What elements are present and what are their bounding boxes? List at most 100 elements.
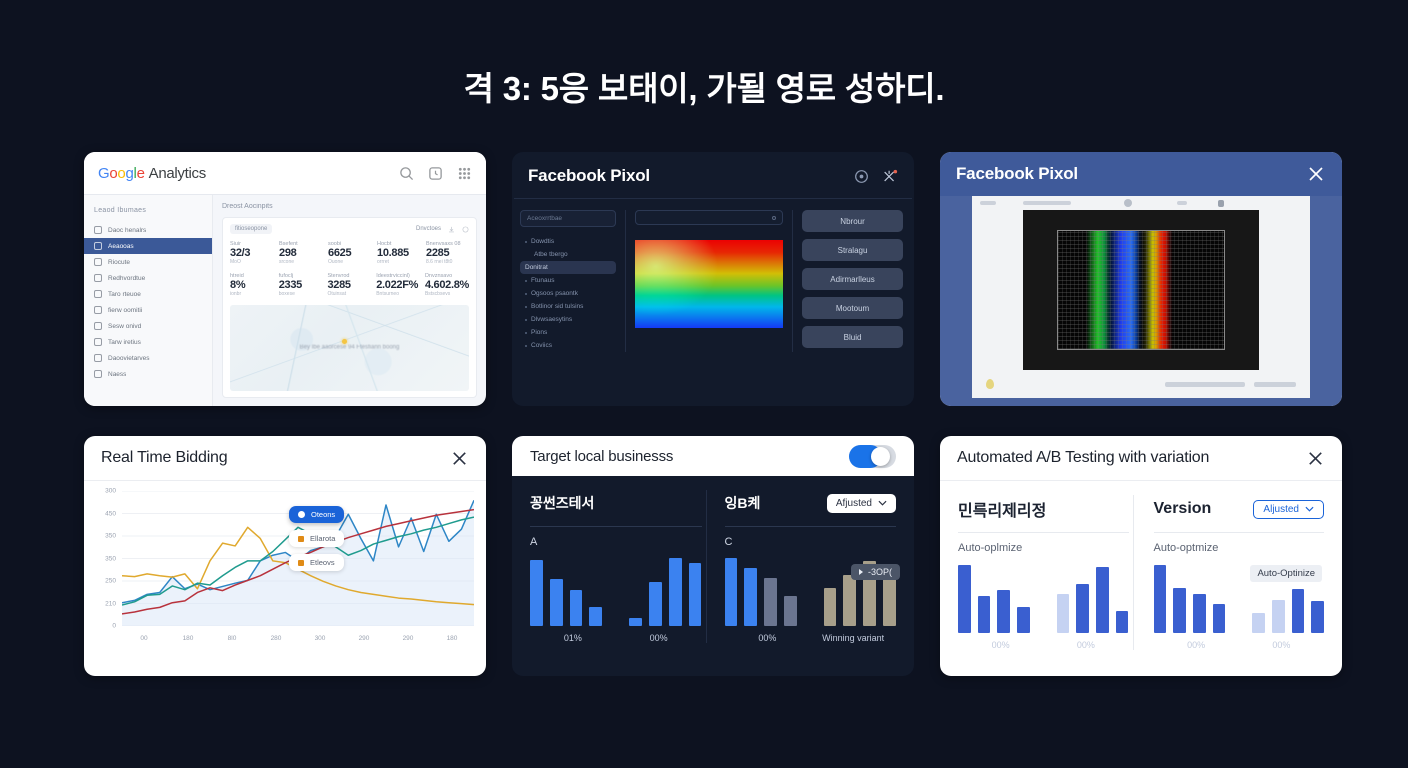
logo-letter: G bbox=[98, 164, 110, 182]
rtb-x-tick: 8l0 bbox=[227, 635, 237, 642]
search-icon[interactable] bbox=[399, 166, 414, 181]
rtb-x-tick: 290 bbox=[402, 635, 414, 642]
ga-sidebar-title: Leaod Ibumaes bbox=[94, 207, 147, 214]
close-icon[interactable] bbox=[1306, 449, 1325, 468]
history-icon[interactable] bbox=[428, 166, 443, 181]
ga-stat: Bnenvsaxs 08 2285 8.6 rnei t8t0 bbox=[426, 241, 469, 265]
footer-blobs bbox=[1165, 381, 1296, 387]
ga-sidebar-nav: Daoc henalrs Aeaooas Riocute Redhvordtue Tar… bbox=[84, 222, 212, 382]
bullet-icon bbox=[525, 279, 527, 282]
cards-row-top: Google Analytics Leaod Ibumaes Daoc henal… bbox=[84, 152, 1342, 406]
legend-marker bbox=[298, 511, 305, 518]
ga-sidebar-item[interactable]: Sesw onivd bbox=[84, 318, 212, 334]
fb-list-item[interactable]: Botlinor sid tulsins bbox=[520, 300, 616, 313]
fb-list-item[interactable]: Ogsoos psaontk bbox=[520, 287, 616, 300]
fb-action-button[interactable]: Stralagu bbox=[802, 239, 903, 261]
ga-sidebar-item[interactable]: Daoovietarves bbox=[84, 350, 212, 366]
bar-x-label: 00% bbox=[1076, 640, 1095, 650]
magic-wand-icon[interactable] bbox=[882, 169, 898, 184]
ga-sidebar-item[interactable]: Taro rteuoe bbox=[84, 286, 212, 302]
bar bbox=[997, 589, 1011, 633]
play-icon bbox=[858, 569, 863, 575]
fb-list-item[interactable]: Ftunaus bbox=[520, 274, 616, 287]
ga-map[interactable]: Bey Ibe aaorcese 94 Ftesfiann boong bbox=[230, 305, 469, 391]
fb-search-input[interactable]: Aceoxrrtbae bbox=[520, 210, 617, 227]
stat-sub: Otuinsat bbox=[327, 291, 347, 297]
fb-list-item-label: Coviics bbox=[531, 342, 552, 349]
fb-heatmap[interactable] bbox=[635, 240, 784, 328]
help-icon[interactable] bbox=[462, 226, 469, 233]
rtb-legend-item[interactable]: Ellarota bbox=[289, 530, 345, 547]
card-facebook-pixel[interactable]: Facebook Pixol Aceoxrrtbae Dowdtis Atbe t… bbox=[512, 152, 914, 406]
dropdown-label: Afjusted bbox=[835, 497, 872, 509]
ga-report-chip[interactable]: fitioseopone bbox=[230, 224, 273, 234]
topbar-dot bbox=[1124, 199, 1132, 207]
ab-adjusted-dropdown[interactable]: Aljusted bbox=[1253, 499, 1324, 519]
fb-action-button[interactable]: Bluid bbox=[802, 326, 903, 348]
fb-list-item[interactable]: Coviics bbox=[520, 339, 616, 352]
bar bbox=[724, 558, 738, 626]
ab-right-xlabels: 00% 00% bbox=[1154, 640, 1325, 650]
ab-right-bars: Auto-Optinize bbox=[1153, 563, 1325, 633]
target-right-bars: -3OP( bbox=[724, 556, 900, 626]
apps-icon[interactable] bbox=[457, 166, 472, 181]
bar bbox=[843, 574, 857, 626]
card-facebook-pixel-modal[interactable]: Facebook Pixol bbox=[940, 152, 1342, 406]
nav-icon bbox=[94, 338, 102, 346]
bar bbox=[977, 595, 991, 633]
fb-list-item[interactable]: Dlvwsaesytins bbox=[520, 313, 616, 326]
card-real-time-bidding[interactable]: Real Time Bidding 300 450 350 350 250 210 0 00… bbox=[84, 436, 486, 676]
bar bbox=[668, 558, 682, 626]
card-target-local-business[interactable]: Target local businesss 꽁썬즈테서 A 01% 00% bbox=[512, 436, 914, 676]
rtb-legend: Oteons Ellarota Etleovs bbox=[289, 506, 345, 571]
target-toggle-row[interactable]: Target local businesss bbox=[512, 436, 914, 476]
ga-sidebar-item[interactable]: Redhvordtue bbox=[84, 270, 212, 286]
fb-action-button[interactable]: Nbrour bbox=[802, 210, 903, 232]
stat-sub: Bstscbsevs bbox=[424, 291, 451, 297]
fb-action-button[interactable]: Adirmarlleus bbox=[802, 268, 903, 290]
close-icon[interactable] bbox=[450, 449, 469, 468]
download-icon[interactable] bbox=[448, 226, 455, 233]
ga-sidebar-item[interactable]: fierw oomitii bbox=[84, 302, 212, 318]
ga-sidebar-item[interactable]: Daoc henalrs bbox=[84, 222, 212, 238]
info-icon[interactable] bbox=[854, 169, 869, 184]
rtb-legend-item[interactable]: Etleovs bbox=[289, 554, 345, 571]
ga-sidebar-item[interactable]: Tarw iretius bbox=[84, 334, 212, 350]
fb-list-item[interactable]: Dowdtis bbox=[520, 235, 616, 248]
ga-sidebar-item[interactable]: Naess bbox=[84, 366, 212, 382]
fb-list-item[interactable]: Donitrat bbox=[520, 261, 617, 274]
fb-body: Aceoxrrtbae Dowdtis Atbe tbergo Donitrat Ft… bbox=[512, 199, 914, 352]
card-google-analytics[interactable]: Google Analytics Leaod Ibumaes Daoc henal… bbox=[84, 152, 486, 406]
rtb-legend-item[interactable]: Oteons bbox=[289, 506, 345, 523]
close-icon[interactable] bbox=[1306, 164, 1326, 184]
bar bbox=[783, 596, 797, 626]
fb-list-item[interactable]: Pions bbox=[520, 326, 616, 339]
stat-sub: orrret bbox=[377, 259, 389, 265]
ab-left-xlabels: 00% 00% bbox=[958, 640, 1129, 650]
rtb-y-tick: 0 bbox=[112, 622, 116, 630]
fb-toolbar[interactable] bbox=[635, 210, 784, 225]
legend-marker bbox=[298, 559, 304, 566]
card-ab-testing[interactable]: Automated A/B Testing with variation 민륵리… bbox=[940, 436, 1342, 676]
ga-stat: Stenvrod 3285 Otuinsat bbox=[327, 273, 370, 297]
fb-list-item[interactable]: Atbe tbergo bbox=[520, 248, 616, 261]
ab-left-bars bbox=[958, 563, 1129, 633]
target-left-sub: A bbox=[530, 536, 538, 548]
stat-value: 2285 bbox=[426, 247, 450, 259]
fb-action-button[interactable]: Mootoum bbox=[802, 297, 903, 319]
ga-sidebar-item-label: Sesw onivd bbox=[108, 322, 142, 330]
ab-title: Automated A/B Testing with variation bbox=[957, 449, 1210, 466]
target-toggle-switch[interactable] bbox=[849, 444, 896, 468]
target-right-column: 잉B켸 Afjusted C -3OP( 00% Wi bbox=[705, 490, 900, 643]
ga-sidebar-item[interactable]: Aeaooas bbox=[84, 238, 212, 254]
bar-x-label: 00% bbox=[758, 633, 777, 643]
ga-stat: Hocbt 10.885 orrret bbox=[377, 241, 420, 265]
ga-panel-actions[interactable]: Dnvctoes bbox=[416, 226, 469, 233]
logo-word: Analytics bbox=[148, 164, 207, 182]
stat-value: 4.602.8% bbox=[424, 279, 470, 291]
ga-sidebar-item[interactable]: Riocute bbox=[84, 254, 212, 270]
ga-map-label: Bey Ibe aaorcese 94 Ftesfiann boong bbox=[299, 344, 400, 351]
ga-stats-row: htreid 8% ionbr fufoclj 2335 boxese Stenvrod 32… bbox=[230, 273, 469, 297]
target-adjusted-dropdown[interactable]: Afjusted bbox=[826, 493, 896, 513]
bar-x-label: Winning variant bbox=[822, 633, 885, 643]
